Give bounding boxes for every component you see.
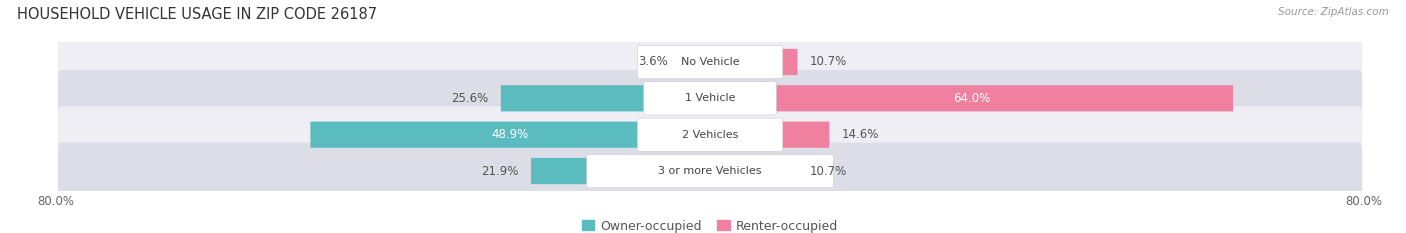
Text: HOUSEHOLD VEHICLE USAGE IN ZIP CODE 26187: HOUSEHOLD VEHICLE USAGE IN ZIP CODE 2618…: [17, 7, 377, 22]
Text: 3.6%: 3.6%: [638, 55, 668, 69]
Text: 10.7%: 10.7%: [810, 55, 846, 69]
Text: Source: ZipAtlas.com: Source: ZipAtlas.com: [1278, 7, 1389, 17]
FancyBboxPatch shape: [58, 143, 1362, 199]
FancyBboxPatch shape: [586, 154, 834, 188]
Text: 21.9%: 21.9%: [481, 164, 519, 178]
Text: 64.0%: 64.0%: [953, 92, 990, 105]
Text: 1 Vehicle: 1 Vehicle: [685, 93, 735, 103]
FancyBboxPatch shape: [637, 118, 783, 151]
Text: No Vehicle: No Vehicle: [681, 57, 740, 67]
FancyBboxPatch shape: [681, 49, 710, 75]
FancyBboxPatch shape: [58, 106, 1362, 163]
FancyBboxPatch shape: [710, 122, 830, 148]
FancyBboxPatch shape: [710, 158, 797, 184]
FancyBboxPatch shape: [58, 34, 1362, 90]
FancyBboxPatch shape: [311, 122, 710, 148]
FancyBboxPatch shape: [637, 45, 783, 79]
Text: 25.6%: 25.6%: [451, 92, 488, 105]
Legend: Owner-occupied, Renter-occupied: Owner-occupied, Renter-occupied: [582, 219, 838, 233]
FancyBboxPatch shape: [710, 85, 1233, 111]
Text: 2 Vehicles: 2 Vehicles: [682, 130, 738, 140]
FancyBboxPatch shape: [531, 158, 710, 184]
FancyBboxPatch shape: [58, 70, 1362, 127]
Text: 48.9%: 48.9%: [492, 128, 529, 141]
Text: 10.7%: 10.7%: [810, 164, 846, 178]
Text: 14.6%: 14.6%: [842, 128, 879, 141]
FancyBboxPatch shape: [710, 49, 797, 75]
FancyBboxPatch shape: [501, 85, 710, 111]
Text: 3 or more Vehicles: 3 or more Vehicles: [658, 166, 762, 176]
FancyBboxPatch shape: [644, 82, 776, 115]
